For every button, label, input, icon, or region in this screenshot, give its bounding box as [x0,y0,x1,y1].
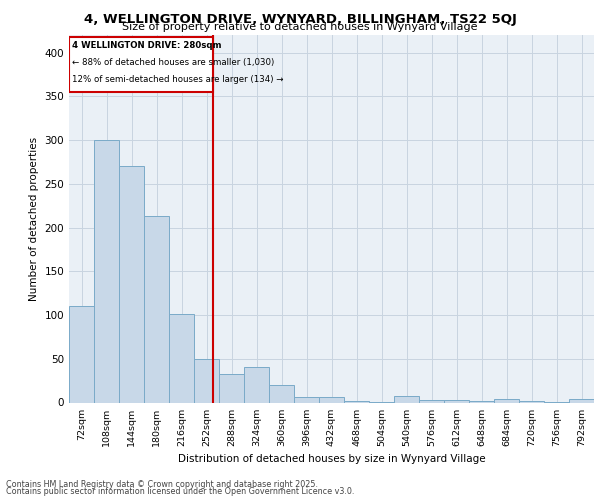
Bar [94,140,119,402]
Bar [69,306,94,402]
Bar [419,400,444,402]
Bar [469,401,494,402]
Bar [344,401,369,402]
Text: 4 WELLINGTON DRIVE: 280sqm: 4 WELLINGTON DRIVE: 280sqm [72,41,221,50]
Text: Contains public sector information licensed under the Open Government Licence v3: Contains public sector information licen… [6,487,355,496]
Y-axis label: Number of detached properties: Number of detached properties [29,136,39,301]
Text: Size of property relative to detached houses in Wynyard Village: Size of property relative to detached ho… [122,22,478,32]
Bar [394,396,419,402]
Bar [119,166,144,402]
X-axis label: Distribution of detached houses by size in Wynyard Village: Distribution of detached houses by size … [178,454,485,464]
Text: ← 88% of detached houses are smaller (1,030): ← 88% of detached houses are smaller (1,… [72,58,274,67]
Bar [294,397,319,402]
Bar [519,401,544,402]
Text: 12% of semi-detached houses are larger (134) →: 12% of semi-detached houses are larger (… [72,74,283,84]
FancyBboxPatch shape [69,37,214,92]
Bar [494,399,519,402]
Text: Contains HM Land Registry data © Crown copyright and database right 2025.: Contains HM Land Registry data © Crown c… [6,480,318,489]
Bar [244,366,269,402]
Bar [444,400,469,402]
Bar [194,359,219,403]
Bar [169,314,194,402]
Bar [569,399,594,402]
Text: 4, WELLINGTON DRIVE, WYNYARD, BILLINGHAM, TS22 5QJ: 4, WELLINGTON DRIVE, WYNYARD, BILLINGHAM… [83,12,517,26]
Bar [269,385,294,402]
Bar [319,397,344,402]
Bar [144,216,169,402]
Bar [219,374,244,402]
